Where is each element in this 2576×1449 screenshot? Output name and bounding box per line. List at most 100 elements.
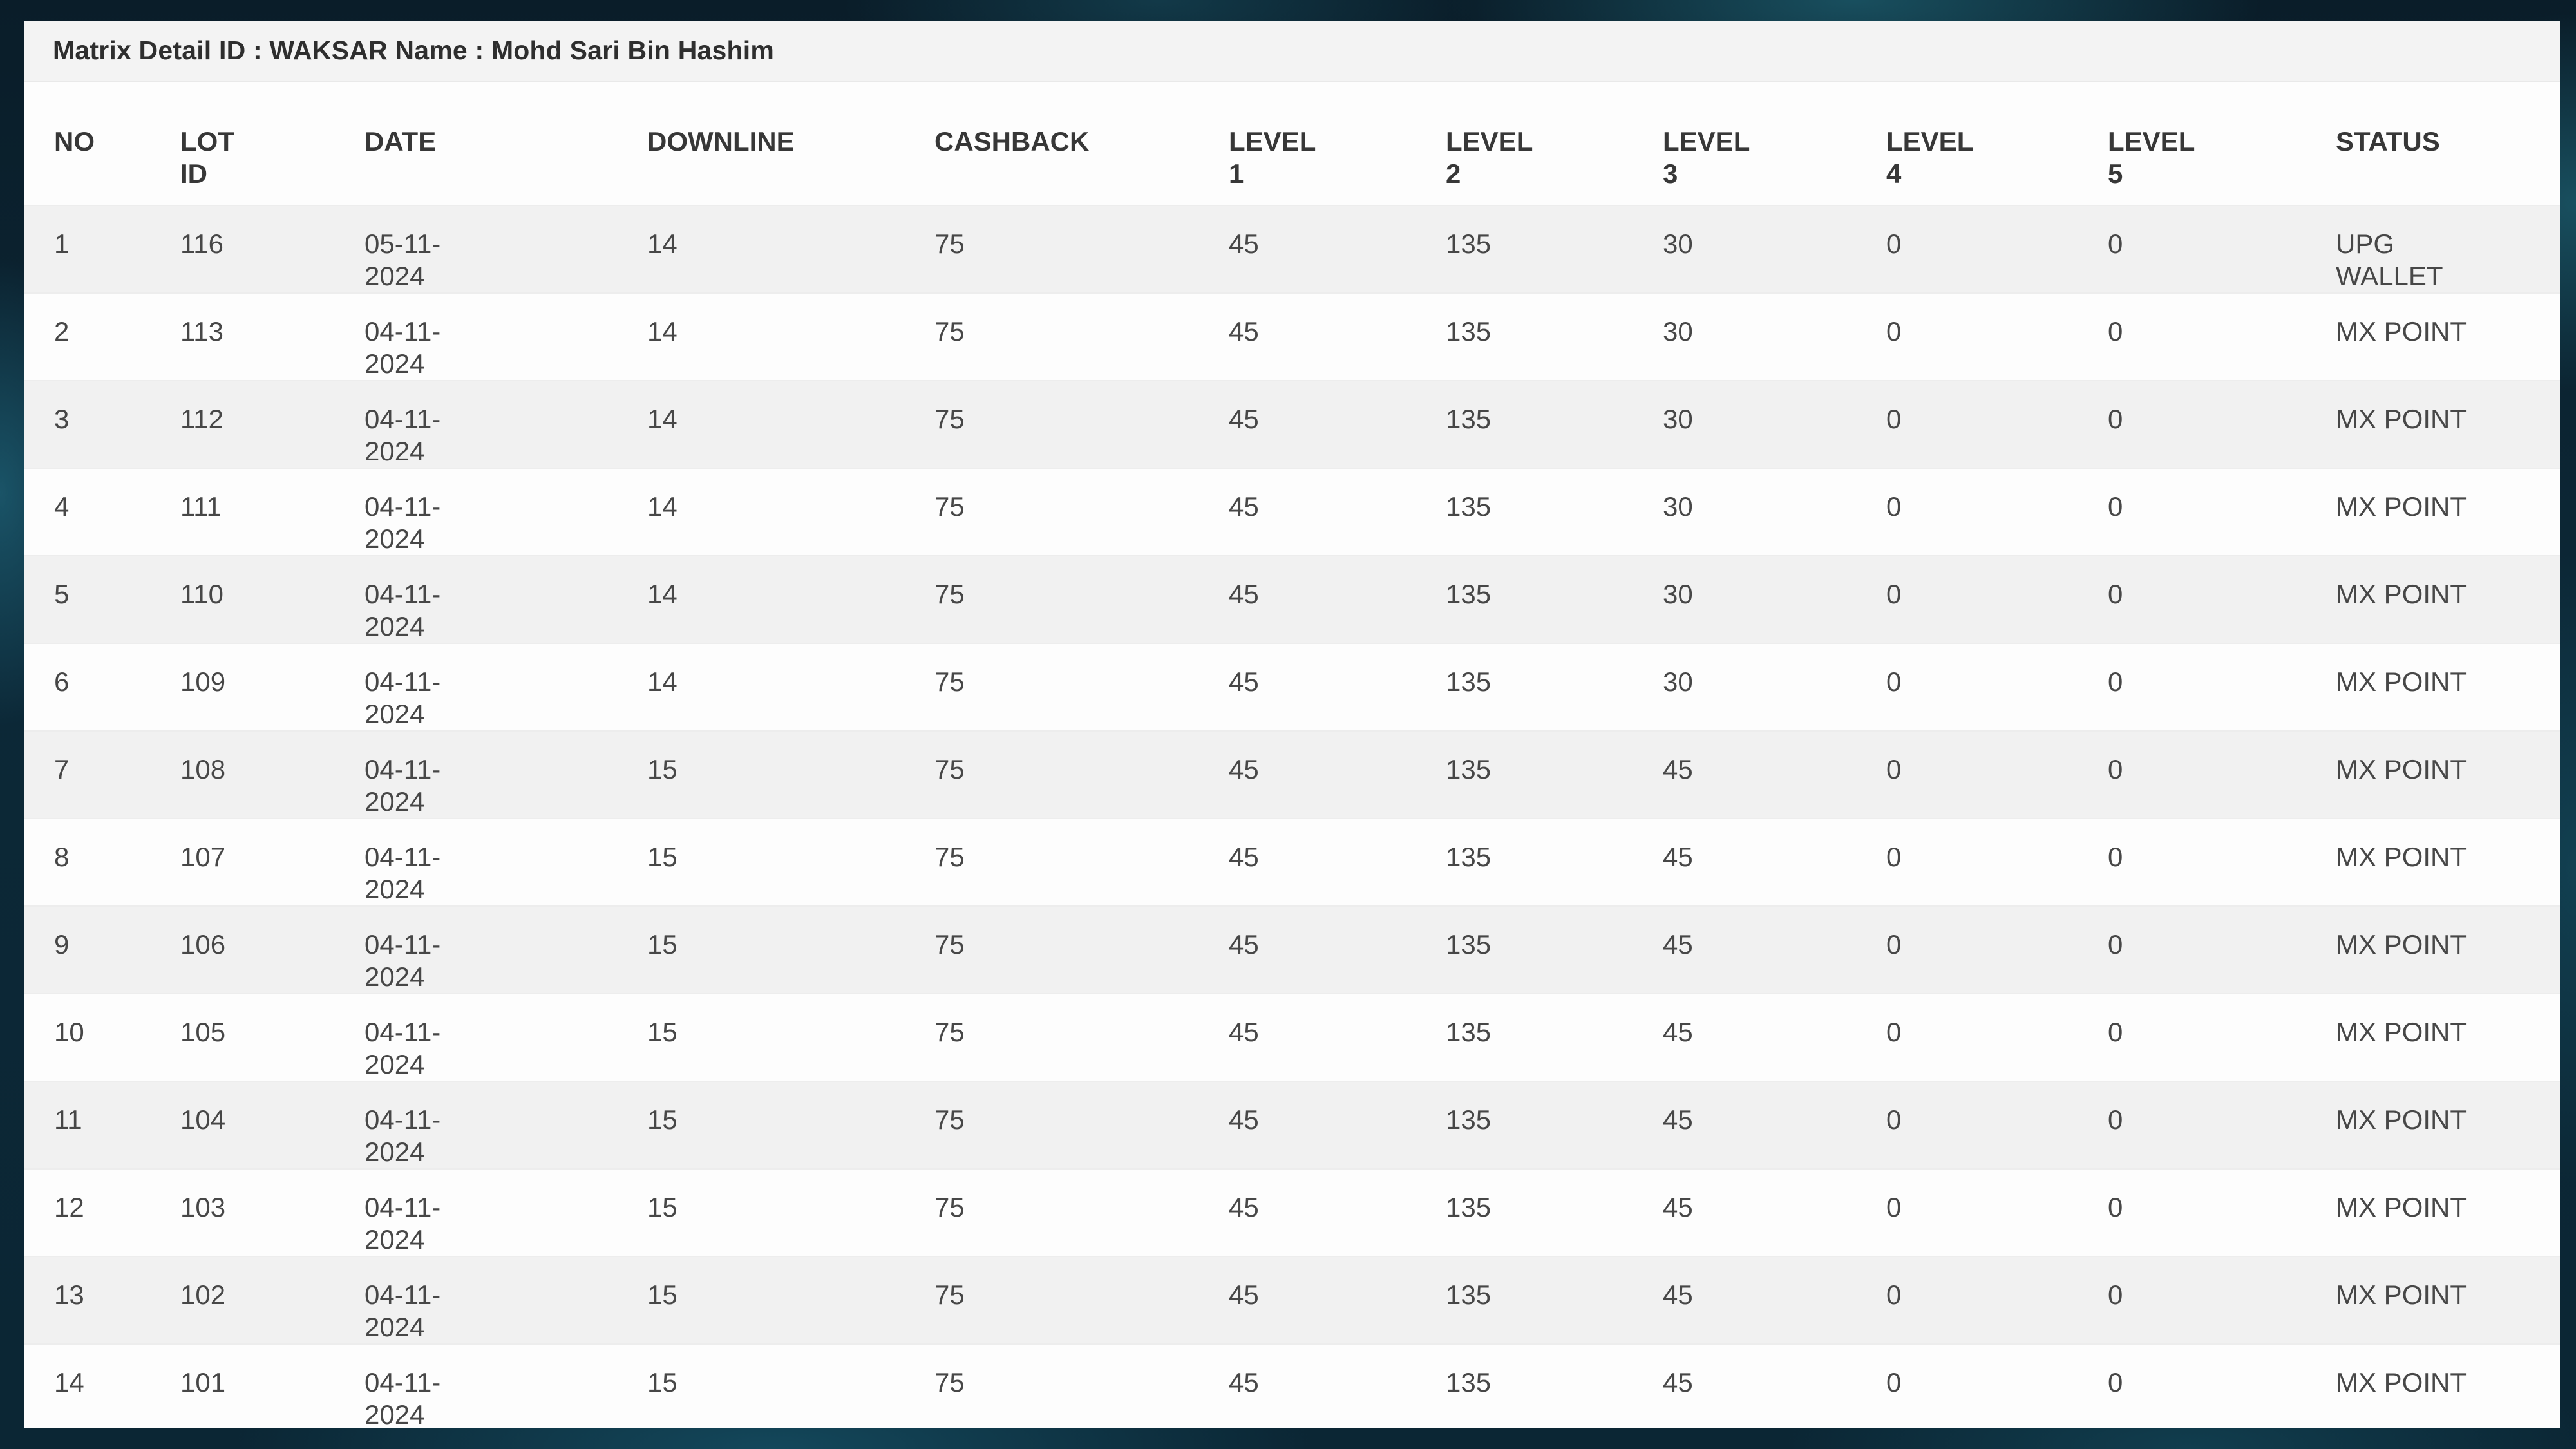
cell-value: 45: [1663, 842, 1693, 872]
cell-cashback: 75: [904, 205, 1198, 293]
cell-value: 135: [1446, 1280, 1492, 1310]
cell-status: MX POINT: [2306, 468, 2560, 556]
cell-level4: 0: [1856, 205, 2078, 293]
cell-level4: 0: [1856, 555, 2078, 643]
cell-value: 0: [1886, 1192, 1902, 1222]
cell-date: 04-11-2024: [334, 730, 617, 819]
cell-value: MX POINT: [2336, 579, 2467, 609]
cell-value: 15: [647, 1280, 677, 1310]
table-row: 6 109 04-11-2024 14 75 45 135 30 0 0 MX POINT: [24, 643, 2560, 731]
matrix-table-header-row: NO LOT ID DATE DOWNLINE CASHBACK LEVEL 1 LEVEL…: [24, 82, 2560, 205]
cell-level2: 135: [1416, 1081, 1633, 1169]
cell-date: 04-11-2024: [334, 905, 617, 994]
cell-no: 11: [24, 1081, 150, 1169]
cell-value: 0: [1886, 1104, 1902, 1135]
cell-date: 04-11-2024: [334, 643, 617, 731]
cell-lot_id: 101: [150, 1343, 334, 1428]
table-row: 2 113 04-11-2024 14 75 45 135 30 0 0 MX POINT: [24, 292, 2560, 381]
cell-value: 45: [1229, 842, 1259, 872]
column-header-status: STATUS: [2306, 82, 2560, 205]
column-header-label: LEVEL 3: [1663, 126, 1750, 189]
cell-no: 6: [24, 643, 150, 731]
cell-value: 0: [2108, 929, 2123, 960]
cell-cashback: 75: [904, 730, 1198, 819]
cell-value: MX POINT: [2336, 754, 2467, 784]
cell-no: 1: [24, 205, 150, 293]
cell-value: 45: [1229, 491, 1259, 522]
cell-value: MX POINT: [2336, 491, 2467, 522]
cell-value: 45: [1229, 1192, 1259, 1222]
cell-level1: 45: [1198, 818, 1416, 906]
matrix-table: NO LOT ID DATE DOWNLINE CASHBACK LEVEL 1 LEVEL…: [24, 82, 2560, 1428]
cell-value: 0: [1886, 229, 1902, 259]
cell-value: MX POINT: [2336, 1017, 2467, 1047]
cell-level3: 45: [1633, 818, 1856, 906]
cell-level4: 0: [1856, 905, 2078, 994]
cell-level2: 135: [1416, 205, 1633, 293]
cell-level1: 45: [1198, 643, 1416, 731]
cell-level4: 0: [1856, 468, 2078, 556]
cell-value: 135: [1446, 229, 1492, 259]
cell-value: 0: [1886, 929, 1902, 960]
cell-value: 05-11-2024: [365, 229, 441, 291]
cell-value: MX POINT: [2336, 667, 2467, 697]
cell-level5: 0: [2078, 380, 2306, 468]
cell-level3: 45: [1633, 905, 1856, 994]
cell-no: 9: [24, 905, 150, 994]
cell-value: 135: [1446, 1104, 1492, 1135]
cell-value: 75: [934, 929, 965, 960]
cell-date: 04-11-2024: [334, 1343, 617, 1428]
table-row: 9 106 04-11-2024 15 75 45 135 45 0 0 MX POINT: [24, 905, 2560, 994]
cell-value: 110: [180, 579, 223, 609]
cell-lot_id: 106: [150, 905, 334, 994]
cell-lot_id: 102: [150, 1256, 334, 1344]
table-row: 11 104 04-11-2024 15 75 45 135 45 0 0 MX POINT: [24, 1081, 2560, 1169]
cell-value: 0: [2108, 491, 2123, 522]
cell-value: 04-11-2024: [365, 1192, 441, 1255]
column-header-label: DOWNLINE: [647, 126, 795, 156]
cell-no: 5: [24, 555, 150, 643]
cell-value: 0: [2108, 1280, 2123, 1310]
cell-level5: 0: [2078, 643, 2306, 731]
cell-value: 0: [2108, 1367, 2123, 1397]
cell-value: 101: [180, 1367, 226, 1397]
column-header-label: DATE: [365, 126, 437, 156]
cell-level4: 0: [1856, 1168, 2078, 1256]
cell-value: 15: [647, 1104, 677, 1135]
cell-value: 45: [1229, 1367, 1259, 1397]
cell-level3: 45: [1633, 730, 1856, 819]
cell-status: MX POINT: [2306, 1081, 2560, 1169]
cell-status: MX POINT: [2306, 643, 2560, 731]
cell-level5: 0: [2078, 292, 2306, 381]
cell-value: 75: [934, 1280, 965, 1310]
cell-level4: 0: [1856, 993, 2078, 1081]
cell-value: 75: [934, 316, 965, 346]
cell-level5: 0: [2078, 993, 2306, 1081]
cell-status: MX POINT: [2306, 1168, 2560, 1256]
cell-level3: 30: [1633, 380, 1856, 468]
cell-level5: 0: [2078, 555, 2306, 643]
cell-value: 45: [1663, 1280, 1693, 1310]
cell-value: 135: [1446, 491, 1492, 522]
cell-value: 04-11-2024: [365, 1104, 441, 1167]
cell-level2: 135: [1416, 1256, 1633, 1344]
cell-value: 135: [1446, 1192, 1492, 1222]
table-row: 7 108 04-11-2024 15 75 45 135 45 0 0 MX POINT: [24, 730, 2560, 819]
cell-value: 14: [647, 491, 677, 522]
cell-value: 135: [1446, 404, 1492, 434]
cell-downline: 14: [617, 643, 904, 731]
cell-value: MX POINT: [2336, 842, 2467, 872]
column-header-label: NO: [54, 126, 95, 156]
cell-value: 75: [934, 667, 965, 697]
cell-value: 0: [2108, 404, 2123, 434]
cell-value: 135: [1446, 754, 1492, 784]
cell-value: 15: [647, 929, 677, 960]
cell-value: 15: [647, 842, 677, 872]
cell-value: 111: [180, 491, 222, 522]
cell-level4: 0: [1856, 1081, 2078, 1169]
column-header-level5: LEVEL 5: [2078, 82, 2306, 205]
table-row: 13 102 04-11-2024 15 75 45 135 45 0 0 MX POINT: [24, 1256, 2560, 1344]
panel-title: Matrix Detail ID : WAKSAR Name : Mohd Sa…: [24, 21, 2560, 82]
cell-value: 75: [934, 1192, 965, 1222]
cell-value: 2: [54, 316, 70, 346]
